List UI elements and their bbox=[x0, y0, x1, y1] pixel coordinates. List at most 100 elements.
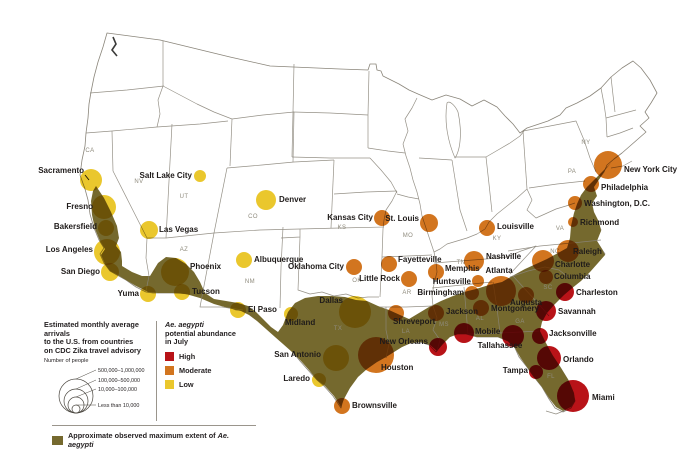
city-label-oklahoma-city: Oklahoma City bbox=[288, 262, 345, 271]
city-label-augusta: Augusta bbox=[510, 298, 543, 307]
low-color-swatch bbox=[165, 379, 174, 389]
city-marker-columbia bbox=[539, 270, 553, 284]
city-marker-tucson bbox=[174, 284, 190, 300]
city-label-las-vegas: Las Vegas bbox=[159, 225, 199, 234]
city-label-sacramento: Sacramento bbox=[38, 166, 84, 175]
high-color-swatch bbox=[165, 351, 174, 361]
size-class-label-3: Less than 10,000 bbox=[98, 403, 139, 409]
state-abbr-mo: MO bbox=[403, 233, 413, 239]
city-marker-nashville bbox=[464, 251, 484, 271]
city-label-savannah: Savannah bbox=[558, 307, 596, 316]
city-marker-tallahassee bbox=[502, 325, 524, 347]
city-label-brownsville: Brownsville bbox=[352, 401, 397, 410]
city-marker-oklahoma-city bbox=[346, 259, 362, 275]
city-label-yuma: Yuma bbox=[118, 289, 140, 298]
city-marker-midland bbox=[284, 307, 298, 321]
state-abbr-al: AL bbox=[476, 316, 484, 322]
city-label-dallas: Dallas bbox=[319, 296, 343, 305]
city-label-mobile: Mobile bbox=[475, 327, 501, 336]
size-legend-circles: 500,000–1,000,000 100,000–500,000 10,000–1… bbox=[58, 368, 144, 414]
state-abbr-ca: CA bbox=[85, 148, 94, 154]
city-marker-dallas bbox=[339, 296, 371, 328]
abundance-title-species: Ae. aegypti bbox=[165, 320, 204, 329]
city-marker-birmingham bbox=[465, 286, 479, 300]
city-label-fayetteville: Fayetteville bbox=[398, 255, 442, 264]
city-marker-el-paso bbox=[230, 302, 246, 318]
city-label-phoenix: Phoenix bbox=[190, 262, 222, 271]
abundance-row-moderate: Moderate bbox=[165, 365, 256, 375]
city-label-denver: Denver bbox=[279, 195, 306, 204]
size-class-circle-1 bbox=[63, 389, 89, 414]
city-label-richmond: Richmond bbox=[580, 218, 619, 227]
city-marker-jackson bbox=[428, 305, 444, 321]
arrivals-title-line1: Estimated monthly average arrivals bbox=[44, 320, 139, 338]
city-marker-tampa bbox=[529, 365, 543, 379]
city-label-tallahassee: Tallahassee bbox=[478, 341, 523, 350]
city-label-philadelphia: Philadelphia bbox=[601, 183, 649, 192]
abundance-title-line2: potential abundance bbox=[165, 328, 236, 338]
city-label-little-rock: Little Rock bbox=[359, 274, 400, 283]
city-label-orlando: Orlando bbox=[563, 355, 594, 364]
city-marker-denver bbox=[256, 190, 276, 210]
city-marker-kansas-city bbox=[374, 210, 390, 226]
city-label-charleston: Charleston bbox=[576, 288, 618, 297]
city-markers bbox=[80, 151, 622, 414]
city-marker-fayetteville bbox=[381, 256, 397, 272]
city-label-el-paso: El Paso bbox=[248, 305, 277, 314]
size-class-label-1: 100,000–500,000 bbox=[98, 378, 140, 384]
state-abbr-fl: FL bbox=[547, 374, 555, 380]
city-marker-richmond bbox=[568, 217, 578, 227]
state-abbr-labels: CA NV UT AZ NM CO KS MO OK AR TX LA TN KY VA NC SC MS AL GA… bbox=[85, 140, 590, 380]
state-abbr-la: LA bbox=[402, 329, 410, 335]
state-abbr-ut: UT bbox=[180, 194, 189, 200]
arrivals-size-legend: Estimated monthly average arrivals to th… bbox=[44, 320, 156, 421]
city-label-los-angeles: Los Angeles bbox=[46, 245, 94, 254]
city-label-shreveport: Shreveport bbox=[393, 317, 436, 326]
moderate-color-swatch bbox=[165, 365, 174, 375]
high-label: High bbox=[179, 351, 196, 361]
city-marker-st-louis bbox=[420, 214, 438, 232]
size-class-label-0: 500,000–1,000,000 bbox=[98, 368, 144, 374]
size-class-leader-0 bbox=[75, 370, 97, 380]
state-abbr-az: AZ bbox=[180, 247, 188, 253]
state-abbr-pa: PA bbox=[568, 169, 576, 175]
city-marker-shreveport bbox=[388, 305, 404, 321]
size-class-label-2: 10,000–100,000 bbox=[98, 387, 137, 393]
state-abbr-ny: NY bbox=[581, 140, 590, 146]
city-label-nashville: Nashville bbox=[486, 252, 522, 261]
city-label-jacksonville: Jacksonville bbox=[549, 329, 597, 338]
city-label-atlanta: Atlanta bbox=[485, 266, 513, 275]
size-class-leader-2 bbox=[75, 389, 97, 398]
city-marker-savannah bbox=[536, 301, 556, 321]
state-abbr-ms: MS bbox=[439, 322, 449, 328]
city-label-huntsville: Huntsville bbox=[433, 277, 472, 286]
city-label-houston: Houston bbox=[381, 363, 414, 372]
city-marker-washington-d-c bbox=[568, 196, 582, 210]
state-abbr-tx: TX bbox=[334, 326, 342, 332]
state-borders bbox=[85, 41, 637, 415]
abundance-row-low: Low bbox=[165, 379, 256, 389]
city-label-washington-d-c: Washington, D.C. bbox=[584, 199, 650, 208]
extent-color-swatch bbox=[52, 435, 63, 445]
city-label-st-louis: St. Louis bbox=[385, 214, 419, 223]
city-marker-orlando bbox=[537, 346, 561, 370]
city-label-albuquerque: Albuquerque bbox=[254, 255, 304, 264]
city-marker-montgomery bbox=[473, 300, 489, 316]
size-class-circle-0 bbox=[58, 379, 94, 414]
arrivals-title-line2: to the U.S. from countries bbox=[44, 337, 134, 347]
city-marker-san-antonio bbox=[323, 345, 349, 371]
state-abbr-co: CO bbox=[248, 214, 258, 220]
state-abbr-va: VA bbox=[556, 226, 564, 232]
city-label-birmingham: Birmingham bbox=[417, 288, 464, 297]
city-label-salt-lake-city: Salt Lake City bbox=[140, 171, 193, 180]
state-abbr-ga: GA bbox=[515, 319, 524, 325]
city-marker-phoenix bbox=[161, 258, 189, 286]
city-marker-salt-lake-city bbox=[194, 170, 206, 182]
state-abbr-nc: NC bbox=[550, 249, 560, 255]
city-marker-charlotte bbox=[532, 250, 554, 272]
city-marker-san-diego bbox=[101, 263, 119, 281]
city-marker-brownsville bbox=[334, 398, 350, 414]
abundance-title-line3: in July bbox=[165, 337, 189, 347]
city-marker-las-vegas bbox=[140, 221, 158, 239]
